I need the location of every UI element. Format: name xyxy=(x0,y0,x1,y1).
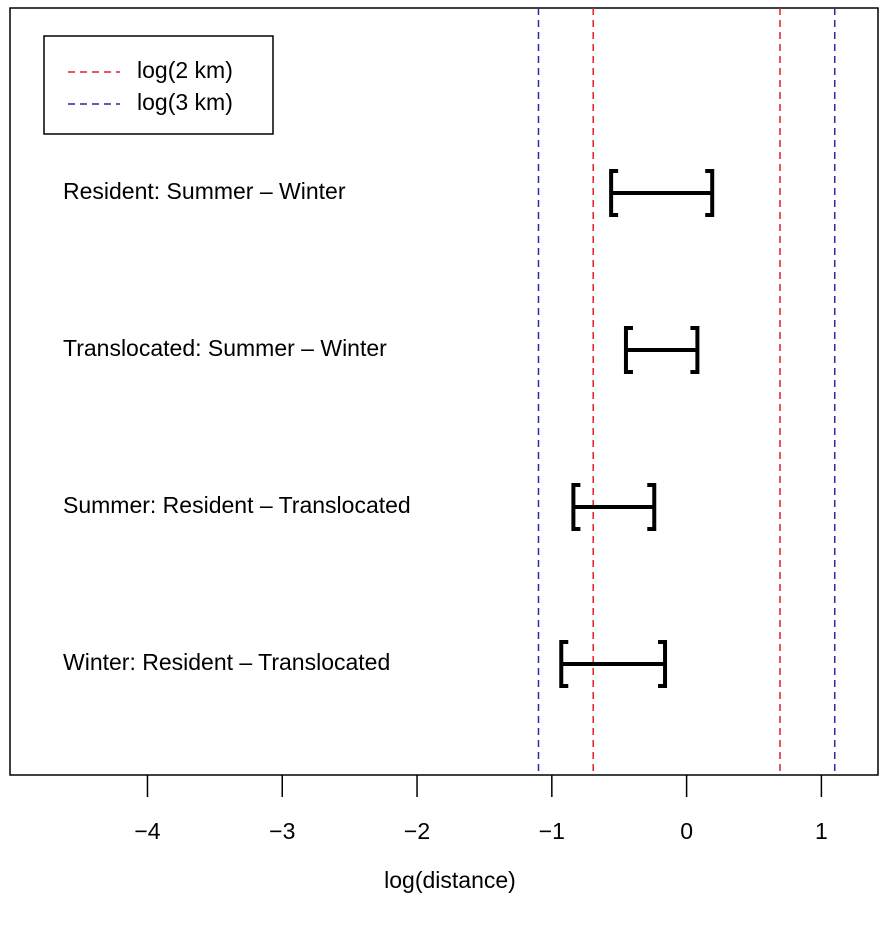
plot-frame xyxy=(9,7,879,776)
interval-low xyxy=(609,169,619,217)
legend-label: log(3 km) xyxy=(137,89,233,115)
interval-high xyxy=(647,483,657,531)
interval-low xyxy=(571,483,581,531)
category-label: Translocated: Summer – Winter xyxy=(63,335,387,361)
x-tick-label: −3 xyxy=(269,818,295,844)
x-tick-label: 0 xyxy=(680,818,693,844)
legend-label: log(2 km) xyxy=(137,57,233,83)
category-label: Resident: Summer – Winter xyxy=(63,178,346,204)
legend-box xyxy=(43,35,274,135)
interval-high xyxy=(690,326,700,374)
x-axis-label: log(distance) xyxy=(384,867,516,893)
x-tick-label: −4 xyxy=(134,818,160,844)
interval-low xyxy=(623,326,633,374)
x-tick-label: −1 xyxy=(539,818,565,844)
category-label: Summer: Resident – Translocated xyxy=(63,492,411,518)
x-tick-label: −2 xyxy=(404,818,430,844)
interval-low xyxy=(559,640,569,688)
interval-high xyxy=(705,169,715,217)
category-label: Winter: Resident – Translocated xyxy=(63,649,390,675)
x-tick-label: 1 xyxy=(815,818,828,844)
interval-high xyxy=(658,640,668,688)
